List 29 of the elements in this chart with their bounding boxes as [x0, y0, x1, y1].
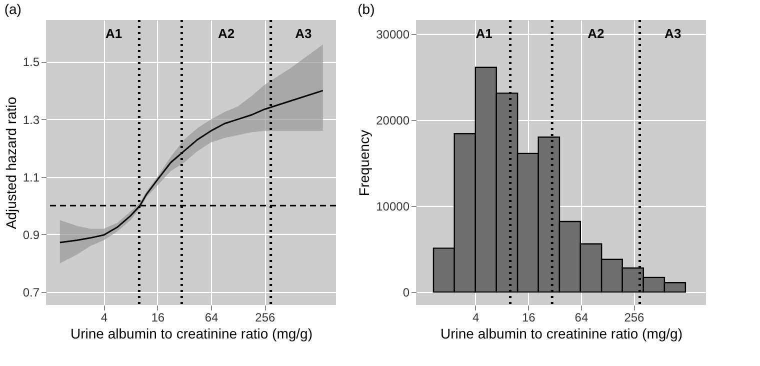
y-tick-label: 1.5 — [22, 55, 40, 70]
x-tick-label: 16 — [151, 310, 165, 324]
y-tick-label: 0.9 — [22, 228, 40, 242]
x-tick-label: 4 — [472, 310, 480, 324]
annotation: A1 — [106, 26, 122, 41]
annotation: A1 — [476, 26, 492, 41]
x-tick-label: 16 — [522, 310, 536, 324]
x-axis-title: Urine albumin to creatinine ratio (mg/g) — [440, 326, 682, 342]
x-tick-label: 256 — [624, 310, 645, 324]
y-tick-label: 10000 — [376, 199, 410, 214]
x-tick-label: 64 — [204, 310, 219, 324]
annotation: A2 — [218, 26, 235, 41]
x-tick-label: 4 — [100, 310, 108, 324]
x-tick-label: 64 — [574, 310, 588, 324]
annotation: A3 — [664, 26, 682, 41]
annotation: A2 — [588, 26, 604, 41]
y-tick-label: 0 — [402, 286, 410, 300]
chart-title: (b) — [358, 0, 375, 17]
x-tick-label: 256 — [255, 310, 276, 324]
annotation: A3 — [295, 26, 312, 41]
y-axis-title: Frequency — [356, 130, 372, 196]
y-tick-label: 0.7 — [22, 286, 40, 300]
x-axis-title: Urine albumin to creatinine ratio (mg/g) — [70, 326, 312, 342]
y-axis-title: Adjusted hazard ratio — [2, 96, 19, 230]
y-tick-label: 30000 — [376, 27, 410, 42]
y-tick-label: 20000 — [376, 113, 410, 128]
chart-title: (a) — [4, 0, 22, 17]
y-tick-label: 1.1 — [22, 170, 40, 184]
y-tick-label: 1.3 — [22, 112, 40, 127]
